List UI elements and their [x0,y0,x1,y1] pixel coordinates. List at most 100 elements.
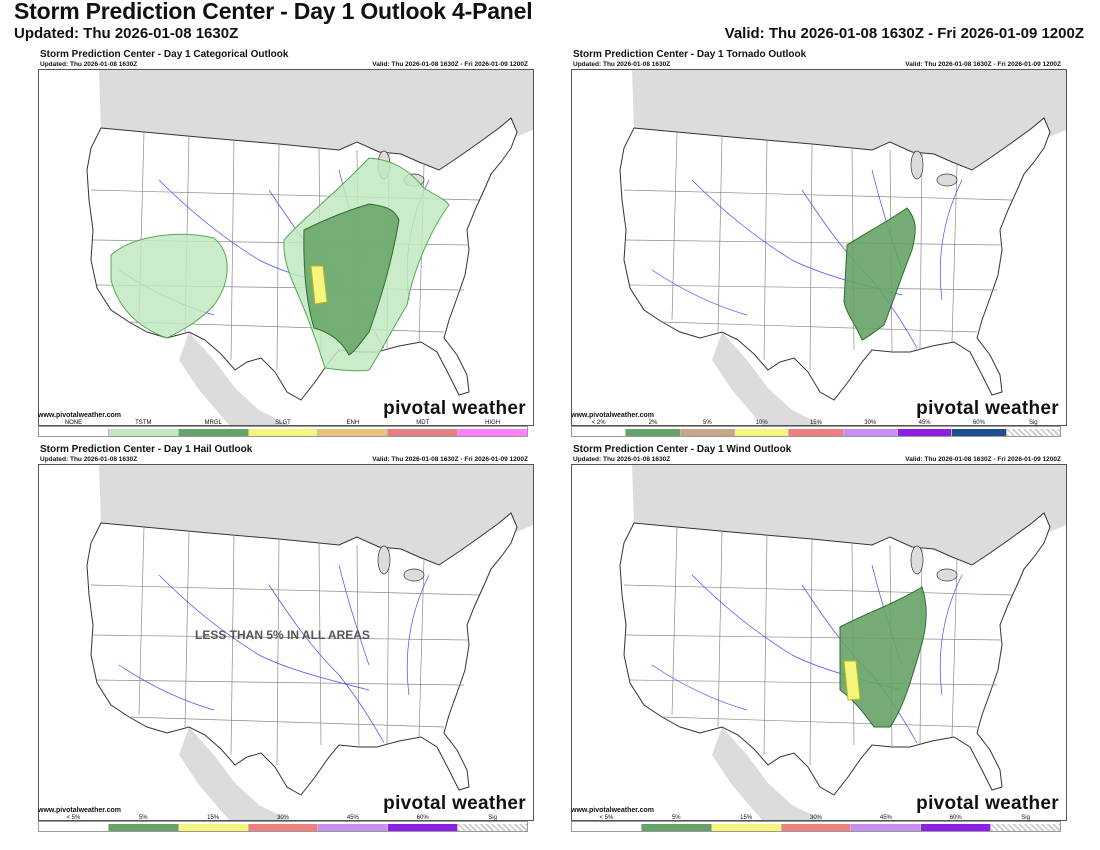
conus-outline [86,512,518,796]
river-line [651,664,748,711]
legend-swatch: Sig [1006,420,1060,436]
panel-title: Storm Prediction Center - Day 1 Wind Out… [573,444,792,455]
state-boundary [418,559,425,738]
legend-swatch: 60% [952,420,1007,436]
site-url: www.pivotalweather.com [571,807,654,814]
state-boundary [276,143,280,371]
state-boundary [184,530,190,728]
state-boundary [230,139,235,361]
state-boundary [629,284,998,291]
legend-swatch: 60% [388,815,459,831]
state-boundary [92,634,470,641]
state-boundary [318,542,322,746]
panel-updated-time: Updated: Thu 2026-01-08 1630Z [573,456,671,463]
river-line [338,564,370,666]
outlook-map [38,69,534,426]
legend-label: 2% [648,420,658,426]
state-boundary [356,544,360,748]
panel-updated-time: Updated: Thu 2026-01-08 1630Z [573,61,671,68]
legend-swatch: 45% [318,815,389,831]
legend-label: Sig [488,815,497,821]
legend: NONE TSTM MRGL SLGT ENH MDT HIGH [38,420,528,437]
legend: < 2% 2% 5% 10% 15% 30% 45% 60% Sig [571,420,1061,437]
river-line [939,179,963,301]
state-boundary [623,584,1013,596]
state-boundary [138,526,145,716]
river-line [158,574,370,691]
panel-updated-time: Updated: Thu 2026-01-08 1630Z [40,61,138,68]
legend: < 5% 5% 15% 30% 45% 60% Sig [38,815,528,832]
legend-label: < 2% [591,420,606,426]
legend-swatch: < 5% [39,815,109,831]
legend-swatch: MRGL [178,420,249,436]
legend-label: 60% [972,420,985,426]
state-boundary [717,135,723,333]
mexico-landmass [712,332,822,425]
legend-swatch: 30% [843,420,898,436]
panel-hail-outlook: Storm Prediction Center - Day 1 Hail Out… [34,444,534,832]
state-boundary [386,548,390,746]
state-boundary [919,153,923,351]
panel-tornado-outlook: Storm Prediction Center - Day 1 Tornado … [567,49,1067,437]
great-lake [377,545,391,575]
mexico-landmass [179,332,289,425]
legend-swatch: TSTM [108,420,179,436]
legend-label: 5% [671,815,681,821]
river-line [118,664,215,711]
legend-swatch: ENH [318,420,389,436]
river-line [268,584,385,744]
legend-label: ENH [346,420,360,426]
state-boundary [951,164,958,343]
state-boundary [661,716,978,728]
legend-swatch: Sig [991,815,1061,831]
legend-label: SLGT [275,420,291,426]
legend-label: NONE [64,420,83,426]
legend-label: 10% [755,420,768,426]
state-boundary [128,716,445,728]
page-valid-time: Valid: Thu 2026-01-08 1630Z - Fri 2026-0… [724,25,1084,42]
legend-swatch: 15% [178,815,249,831]
site-url: www.pivotalweather.com [571,412,654,419]
state-boundary [809,143,813,371]
legend-swatch: 30% [248,815,319,831]
legend-swatch: NONE [39,420,109,436]
panel-title: Storm Prediction Center - Day 1 Hail Out… [40,444,253,455]
panel-wind-outlook: Storm Prediction Center - Day 1 Wind Out… [567,444,1067,832]
state-boundary [661,321,978,333]
panel-valid-time: Valid: Thu 2026-01-08 1630Z - Fri 2026-0… [905,61,1061,68]
legend-label: 15% [809,420,822,426]
state-boundary [763,534,768,756]
legend-label: 5% [702,420,712,426]
state-boundary [625,239,1003,246]
pivotal-weather-logo: pivotal weather [383,793,526,814]
state-boundary [623,189,1013,201]
legend-label: 30% [810,815,823,821]
tstm-area-southwest [110,233,228,339]
great-lake [910,150,924,180]
panel-valid-time: Valid: Thu 2026-01-08 1630Z - Fri 2026-0… [372,456,528,463]
pivotal-weather-logo: pivotal weather [916,793,1059,814]
page-updated-time: Updated: Thu 2026-01-08 1630Z [14,25,239,42]
river-line [406,574,430,696]
legend-swatch: Sig [458,815,528,831]
legend-swatch: 15% [789,420,844,436]
legend-label: 45% [346,815,359,821]
legend-swatch: < 5% [572,815,642,831]
state-boundary [717,530,723,728]
canada-landmass [632,70,1066,170]
legend-label: 15% [740,815,753,821]
canada-landmass [99,465,533,565]
state-boundary [96,679,465,686]
state-boundary [629,679,998,686]
great-lake [936,568,958,582]
great-lake [910,545,924,575]
state-boundary [230,534,235,756]
river-line [939,574,963,696]
legend-swatch: < 2% [572,420,627,436]
legend-label: 60% [416,815,429,821]
state-boundary [90,584,480,596]
panel-categorical-outlook: Storm Prediction Center - Day 1 Categori… [34,49,534,437]
legend-swatch: 30% [781,815,852,831]
wind-15pct-area [843,660,861,701]
legend-swatch: SLGT [248,420,319,436]
